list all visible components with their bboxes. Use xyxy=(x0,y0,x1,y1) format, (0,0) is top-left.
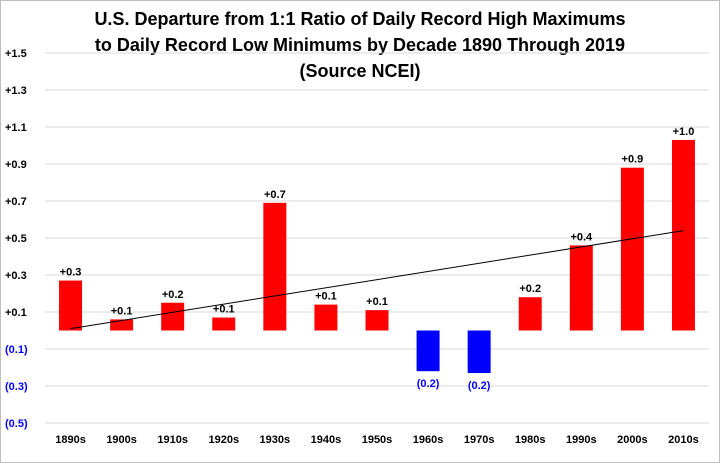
bar-1970s xyxy=(467,330,491,374)
bar-2010s xyxy=(671,139,695,331)
chart-title-line-1: U.S. Departure from 1:1 Ratio of Daily R… xyxy=(94,9,625,29)
chart-title-line-3: (Source NCEI) xyxy=(299,61,420,81)
bar-1960s xyxy=(416,330,440,372)
data-label-1890s: +0.3 xyxy=(60,267,82,279)
data-label-1980s: +0.2 xyxy=(519,283,541,295)
bar-1900s xyxy=(110,319,134,331)
data-label-1960s: (0.2) xyxy=(417,378,440,390)
data-label-1930s: +0.7 xyxy=(264,189,286,201)
data-label-1920s: +0.1 xyxy=(213,304,235,316)
bar-1920s xyxy=(212,317,236,331)
x-tick-label: 1960s xyxy=(413,434,444,446)
y-tick-label: +0.5 xyxy=(5,233,27,245)
y-tick-label: +0.7 xyxy=(5,196,27,208)
x-tick-label: 1950s xyxy=(362,434,393,446)
x-tick-label: 1980s xyxy=(515,434,546,446)
bar-1990s xyxy=(569,245,593,331)
x-tick-label: 1890s xyxy=(55,434,86,446)
gridlines xyxy=(45,52,709,424)
data-label-1990s: +0.4 xyxy=(570,231,593,243)
x-tick-label: 1990s xyxy=(566,434,597,446)
data-label-1970s: (0.2) xyxy=(468,380,491,392)
y-axis-ticks: +1.5 +1.3 +1.1 +0.9 +0.7 +0.5 +0.3 +0.1 (0.1) (0.… xyxy=(5,48,28,430)
bar-1890s xyxy=(59,280,83,331)
y-tick-label: +0.9 xyxy=(5,159,27,171)
x-tick-label: 1970s xyxy=(464,434,495,446)
data-label-2010s: +1.0 xyxy=(673,126,695,138)
bar-1910s xyxy=(161,302,185,331)
bar-2000s xyxy=(620,167,644,331)
y-tick-label: +1.3 xyxy=(5,85,27,97)
bars xyxy=(59,139,695,374)
bar-1940s xyxy=(314,304,338,331)
y-tick-label: (0.1) xyxy=(5,344,28,356)
trendline xyxy=(70,230,684,330)
x-axis-categories: 1890s 1900s 1910s 1920s 1930s 1940s 1950s 1960s… xyxy=(55,434,699,446)
x-tick-label: 1910s xyxy=(157,434,188,446)
y-tick-label: +1.5 xyxy=(5,48,27,60)
bar-1980s xyxy=(518,297,542,331)
data-label-1950s: +0.1 xyxy=(366,296,388,308)
y-tick-label: (0.5) xyxy=(5,418,28,430)
data-label-1900s: +0.1 xyxy=(111,305,133,317)
x-tick-label: 2010s xyxy=(668,434,699,446)
x-tick-label: 1920s xyxy=(208,434,239,446)
chart-title: U.S. Departure from 1:1 Ratio of Daily R… xyxy=(94,9,625,81)
y-tick-label: (0.3) xyxy=(5,381,28,393)
x-tick-label: 1930s xyxy=(260,434,291,446)
x-tick-label: 1940s xyxy=(311,434,342,446)
trendline-group xyxy=(70,230,684,330)
x-tick-label: 1900s xyxy=(106,434,137,446)
data-label-1940s: +0.1 xyxy=(315,291,337,303)
bar-1950s xyxy=(365,310,389,331)
x-tick-label: 2000s xyxy=(617,434,648,446)
y-tick-label: +0.3 xyxy=(5,270,27,282)
y-tick-label: +0.1 xyxy=(5,307,27,319)
data-label-2000s: +0.9 xyxy=(622,154,644,166)
chart-title-line-2: to Daily Record Low Minimums by Decade 1… xyxy=(95,35,625,55)
bar-1930s xyxy=(263,202,287,331)
data-labels: +0.3 +0.1 +0.2 +0.1 +0.7 +0.1 +0.1 (0.2) (0.2) +0… xyxy=(60,126,695,392)
y-tick-label: +1.1 xyxy=(5,122,27,134)
data-label-1910s: +0.2 xyxy=(162,289,184,301)
